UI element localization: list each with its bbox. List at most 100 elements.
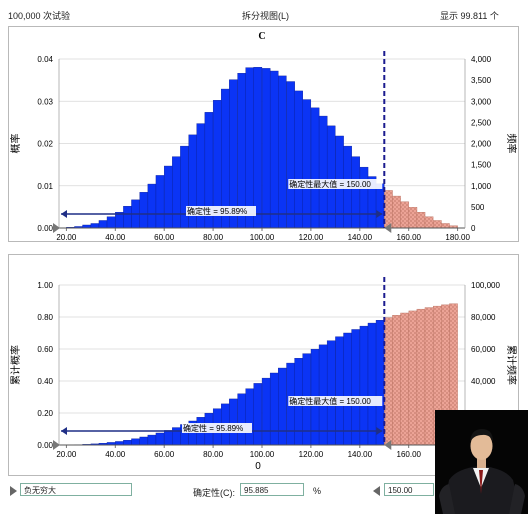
x-tick-label: 160.00 xyxy=(397,450,422,459)
y-left-tick-label: 0.03 xyxy=(37,97,53,106)
x-tick-label: 120.00 xyxy=(299,450,324,459)
histogram-bar xyxy=(392,196,400,228)
y-right-tick-label: 0 xyxy=(471,224,476,233)
y-right-axis-title: 频率 xyxy=(505,134,518,154)
x-axis-title: 0 xyxy=(255,461,261,472)
y-right-tick-label: 1,000 xyxy=(471,182,492,191)
histogram-bar xyxy=(311,108,319,228)
histogram-bar xyxy=(229,399,237,445)
lower-value-field[interactable]: 负无穷大 xyxy=(20,483,132,496)
x-tick-label: 20.00 xyxy=(56,450,77,459)
x-tick-label: 60.00 xyxy=(154,233,175,241)
histogram-bar xyxy=(148,435,156,445)
histogram-bar xyxy=(360,326,368,445)
histogram-bar xyxy=(401,202,409,228)
histogram-bar xyxy=(156,433,164,445)
percent-sign: % xyxy=(313,486,321,496)
histogram-bar xyxy=(368,323,376,445)
histogram-bar xyxy=(172,428,180,445)
x-tick-label: 100.00 xyxy=(250,450,275,459)
split-view-menu[interactable]: 拆分视图(L) xyxy=(242,9,289,22)
histogram-bar xyxy=(238,394,246,445)
certainty-max-annotation: 确定性最大值 = 150.00 xyxy=(289,179,371,189)
histogram-bar xyxy=(295,91,303,228)
x-tick-label: 120.00 xyxy=(299,233,324,241)
y-right-tick-label: 500 xyxy=(471,203,485,212)
histogram-bar xyxy=(164,430,172,445)
presenter-video xyxy=(435,410,528,514)
histogram-bar xyxy=(123,206,131,228)
y-left-tick-label: 1.00 xyxy=(37,281,53,290)
histogram-bar xyxy=(270,71,278,228)
y-left-tick-label: 0.40 xyxy=(37,377,53,386)
histogram-bar xyxy=(140,192,148,228)
histogram-bar xyxy=(352,329,360,445)
histogram-bar xyxy=(376,320,384,445)
y-right-tick-label: 60,000 xyxy=(471,345,496,354)
histogram-bar xyxy=(246,389,254,445)
histogram-bar xyxy=(352,157,360,228)
histogram-bar xyxy=(131,439,139,445)
y-right-tick-label: 3,000 xyxy=(471,97,492,106)
y-left-tick-label: 0.80 xyxy=(37,313,53,322)
histogram-bar xyxy=(246,68,254,228)
histogram-bar xyxy=(262,68,270,228)
histogram-bar xyxy=(360,167,368,228)
y-right-tick-label: 2,500 xyxy=(471,118,492,127)
histogram-bar xyxy=(392,315,400,445)
arrow-left-icon xyxy=(61,210,67,218)
histogram-bar xyxy=(254,383,262,445)
histogram-bar xyxy=(278,76,286,228)
histogram-bar xyxy=(441,223,449,228)
y-right-tick-label: 40,000 xyxy=(471,377,496,386)
histogram-bar xyxy=(384,190,392,228)
histogram-bar xyxy=(91,223,99,228)
histogram-bar xyxy=(344,333,352,445)
y-left-tick-label: 0.02 xyxy=(37,140,53,149)
x-tick-label: 80.00 xyxy=(203,233,224,241)
histogram-bar xyxy=(229,80,237,228)
chart-title: C xyxy=(258,31,265,42)
x-tick-label: 60.00 xyxy=(154,450,175,459)
histogram-bar xyxy=(156,175,164,228)
histogram-bar xyxy=(172,157,180,228)
histogram-bar xyxy=(148,184,156,228)
histogram-bar xyxy=(327,126,335,228)
y-right-tick-label: 2,000 xyxy=(471,140,492,149)
upper-grabber-icon[interactable] xyxy=(373,486,380,496)
histogram-bar xyxy=(123,440,131,445)
x-tick-label: 100.00 xyxy=(250,233,275,241)
y-left-tick-label: 0.20 xyxy=(37,409,53,418)
histogram-bar xyxy=(319,116,327,228)
x-tick-label: 20.00 xyxy=(56,233,77,241)
histogram-bar xyxy=(425,217,433,228)
histogram-bar xyxy=(409,207,417,228)
y-right-tick-label: 1,500 xyxy=(471,161,492,170)
x-tick-label: 40.00 xyxy=(105,450,126,459)
histogram-bar xyxy=(409,311,417,445)
x-tick-label: 160.00 xyxy=(397,233,422,241)
y-left-tick-label: 0.60 xyxy=(37,345,53,354)
y-right-tick-label: 4,000 xyxy=(471,55,492,64)
y-left-tick-label: 0.01 xyxy=(37,182,53,191)
certainty-annotation: 确定性 = 95.89% xyxy=(183,423,243,433)
histogram-bar xyxy=(270,373,278,445)
arrow-left-icon xyxy=(61,427,67,435)
histogram-bar xyxy=(262,378,270,445)
certainty-max-annotation: 确定性最大值 = 150.00 xyxy=(289,396,371,406)
lower-grabber-icon[interactable] xyxy=(10,486,17,496)
y-left-tick-label: 0.00 xyxy=(37,441,53,450)
frequency-chart-panel: C 0.00 0.01 0.02 0.03 0.04 0 500 1,000 1,500 2,000… xyxy=(8,26,519,242)
upper-value-field[interactable]: 150.00 xyxy=(384,483,434,496)
certainty-field[interactable]: 95.885 xyxy=(240,483,304,496)
presenter-figure xyxy=(435,410,528,514)
x-tick-label: 140.00 xyxy=(348,233,373,241)
display-count: 显示 99.811 个 xyxy=(440,9,499,22)
x-tick-label: 140.00 xyxy=(348,450,373,459)
histogram-bar xyxy=(303,100,311,228)
y-left-tick-label: 0.04 xyxy=(37,55,53,64)
y-left-axis-title: 累计概率 xyxy=(9,345,22,385)
x-tick-label: 40.00 xyxy=(105,233,126,241)
trials-count: 100,000 次试验 xyxy=(8,9,70,22)
x-tick-label: 80.00 xyxy=(203,450,224,459)
